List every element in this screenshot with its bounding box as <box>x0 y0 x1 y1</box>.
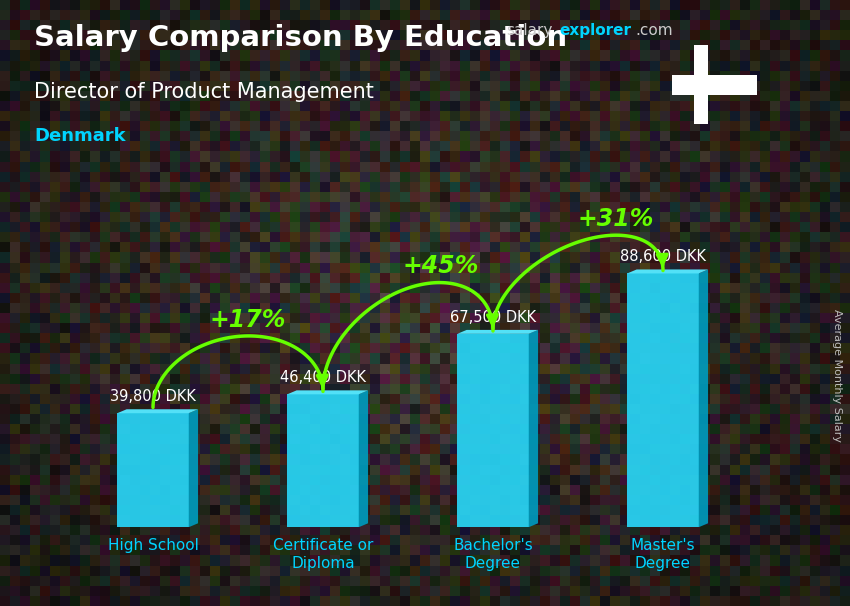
Bar <box>672 75 756 95</box>
Polygon shape <box>699 270 708 527</box>
Polygon shape <box>189 409 198 527</box>
Text: +31%: +31% <box>577 207 654 231</box>
Polygon shape <box>627 270 708 273</box>
Text: explorer: explorer <box>559 23 632 38</box>
Text: +45%: +45% <box>403 255 479 278</box>
Polygon shape <box>287 395 359 527</box>
Text: Denmark: Denmark <box>34 127 126 145</box>
Text: +17%: +17% <box>209 308 286 331</box>
Polygon shape <box>287 390 368 395</box>
Polygon shape <box>117 413 189 527</box>
Text: Average Monthly Salary: Average Monthly Salary <box>832 309 842 442</box>
Polygon shape <box>457 330 538 334</box>
Bar <box>694 45 708 124</box>
Text: salary: salary <box>506 23 552 38</box>
Polygon shape <box>529 330 538 527</box>
Text: 39,800 DKK: 39,800 DKK <box>110 389 196 404</box>
Polygon shape <box>627 273 699 527</box>
Text: 88,600 DKK: 88,600 DKK <box>620 249 706 264</box>
Polygon shape <box>117 409 198 413</box>
Text: Salary Comparison By Education: Salary Comparison By Education <box>34 24 567 52</box>
Polygon shape <box>359 390 368 527</box>
Text: 67,500 DKK: 67,500 DKK <box>450 310 536 325</box>
Text: Director of Product Management: Director of Product Management <box>34 82 374 102</box>
Polygon shape <box>457 334 529 527</box>
Text: .com: .com <box>636 23 673 38</box>
Text: 46,400 DKK: 46,400 DKK <box>280 370 366 385</box>
